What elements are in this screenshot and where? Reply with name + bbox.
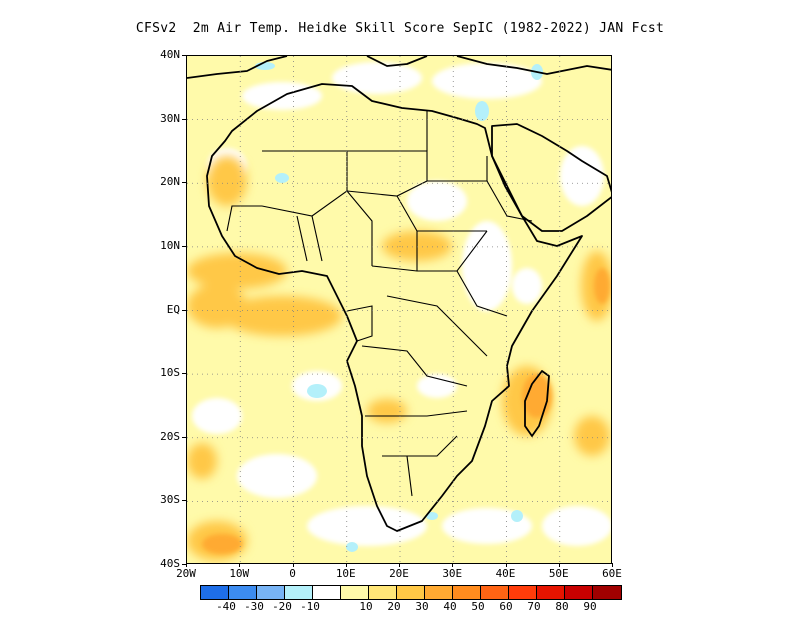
near-zero-skill-patches: [192, 62, 611, 546]
lon-tick: [505, 563, 507, 567]
lon-label: 10W: [229, 567, 250, 580]
lon-tick: [558, 563, 560, 567]
lat-tick: [182, 309, 186, 311]
lat-tick: [182, 182, 186, 184]
color-legend-swatch: [313, 586, 341, 599]
lon-label: 40E: [495, 567, 516, 580]
color-legend-swatch: [285, 586, 313, 599]
color-legend-swatch: [201, 586, 229, 599]
lat-lon-grid: [187, 56, 611, 563]
lat-label: 40S: [160, 557, 180, 570]
color-legend-swatch: [509, 586, 537, 599]
lon-label: 60E: [602, 567, 622, 580]
color-legend-swatch: [537, 586, 565, 599]
lon-tick: [239, 563, 241, 567]
color-legend-label: 10: [359, 600, 373, 613]
color-legend-label: -20: [272, 600, 292, 613]
color-legend-swatch: [341, 586, 369, 599]
color-legend-swatch: [425, 586, 453, 599]
lat-tick: [182, 55, 186, 56]
coastlines: [187, 56, 611, 532]
lon-label: 10E: [335, 567, 356, 580]
lon-label: 20E: [389, 567, 409, 580]
lat-tick: [182, 373, 186, 375]
lat-label: 10N: [160, 238, 180, 252]
color-legend-label: 90: [583, 600, 597, 613]
lat-label: 20N: [160, 175, 180, 189]
color-legend-label: 60: [499, 600, 513, 613]
lon-tick: [452, 563, 454, 567]
lon-label: 0: [289, 567, 296, 580]
skill-score-map: [187, 56, 611, 563]
color-legend-label: -40: [216, 600, 236, 613]
color-legend-label: 50: [471, 600, 485, 613]
lon-tick: [612, 563, 613, 567]
lon-tick: [399, 563, 400, 567]
color-legend-label: 80: [555, 600, 569, 613]
color-legend-label: 30: [415, 600, 429, 613]
color-legend-swatch: [453, 586, 481, 599]
color-legend-label: -30: [244, 600, 264, 613]
lon-tick: [186, 563, 187, 567]
color-legend-swatch: [229, 586, 257, 599]
color-legend-swatch: [481, 586, 509, 599]
lat-tick: [182, 500, 186, 502]
color-legend-swatch: [397, 586, 425, 599]
lat-label: 40N: [160, 48, 180, 61]
lon-tick: [292, 563, 294, 567]
color-legend-label: -10: [300, 600, 320, 613]
lat-label: 30S: [160, 493, 180, 507]
color-legend-swatch: [257, 586, 285, 599]
lon-label: 20W: [176, 567, 196, 580]
lat-label: 10S: [160, 366, 180, 380]
lon-label: 30E: [442, 567, 463, 580]
color-legend-label: 70: [527, 600, 541, 613]
lat-label: 30N: [160, 111, 180, 125]
color-legend-label: 40: [443, 600, 457, 613]
map-title: CFSv2 2m Air Temp. Heidke Skill Score Se…: [135, 21, 665, 36]
lat-tick: [182, 118, 186, 120]
lat-tick: [182, 245, 186, 247]
lon-label: 50E: [548, 567, 569, 580]
color-legend-swatch: [593, 586, 621, 599]
color-legend: [200, 585, 622, 600]
color-legend-label: 20: [387, 600, 401, 613]
color-legend-swatch: [369, 586, 397, 599]
lat-label: EQ: [166, 302, 180, 316]
lat-label: 20S: [160, 429, 180, 443]
lat-tick: [182, 564, 186, 565]
map-panel: [186, 55, 612, 564]
color-legend-swatch: [565, 586, 593, 599]
lon-tick: [345, 563, 347, 567]
lat-tick: [182, 436, 186, 438]
